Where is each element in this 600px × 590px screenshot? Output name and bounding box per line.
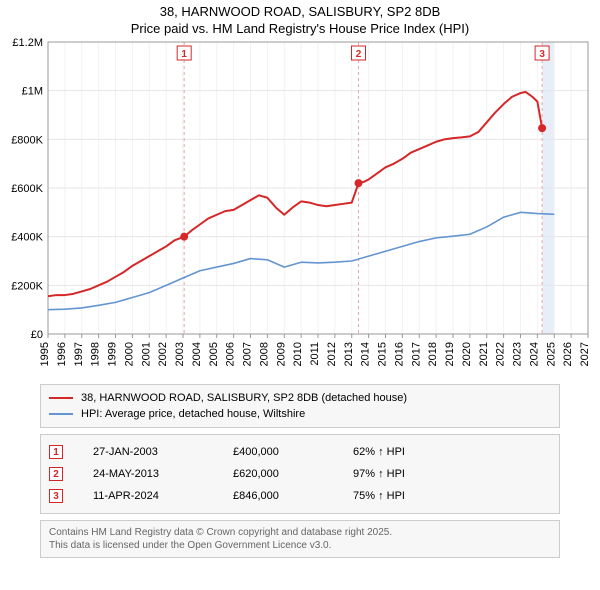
svg-text:1998: 1998 [90, 342, 102, 366]
svg-text:2014: 2014 [360, 342, 372, 366]
svg-text:£0: £0 [31, 329, 43, 341]
svg-text:2022: 2022 [495, 342, 507, 366]
svg-text:£600K: £600K [11, 183, 43, 195]
svg-text:3: 3 [539, 49, 545, 60]
svg-text:£400K: £400K [11, 232, 43, 244]
event-price: £400,000 [233, 446, 353, 458]
title-sub: Price paid vs. HM Land Registry's House … [0, 21, 600, 36]
event-marker: 3 [49, 489, 63, 503]
chart-container: 38, HARNWOOD ROAD, SALISBURY, SP2 8DB Pr… [0, 0, 600, 590]
footer-line-2: This data is licensed under the Open Gov… [49, 539, 551, 552]
event-row: 3 11-APR-2024£846,00075% ↑ HPI [49, 485, 551, 507]
legend-swatch [49, 397, 73, 399]
event-row: 1 27-JAN-2003£400,00062% ↑ HPI [49, 441, 551, 463]
legend-box: 38, HARNWOOD ROAD, SALISBURY, SP2 8DB (d… [40, 384, 560, 428]
svg-text:2009: 2009 [275, 342, 287, 366]
svg-text:2000: 2000 [123, 342, 135, 366]
legend-label: HPI: Average price, detached house, Wilt… [81, 408, 305, 420]
svg-text:2001: 2001 [140, 342, 152, 366]
svg-text:1995: 1995 [39, 342, 51, 366]
legend-row: 38, HARNWOOD ROAD, SALISBURY, SP2 8DB (d… [49, 390, 551, 406]
svg-text:2002: 2002 [157, 342, 169, 366]
svg-text:2027: 2027 [579, 342, 591, 366]
event-row: 2 24-MAY-2013£620,00097% ↑ HPI [49, 463, 551, 485]
svg-text:2006: 2006 [225, 342, 237, 366]
svg-text:2026: 2026 [562, 342, 574, 366]
event-pct: 75% ↑ HPI [353, 490, 473, 502]
svg-text:£200K: £200K [11, 280, 43, 292]
event-marker: 1 [49, 445, 63, 459]
event-pct: 97% ↑ HPI [353, 468, 473, 480]
events-table: 1 27-JAN-2003£400,00062% ↑ HPI 2 24-MAY-201… [40, 434, 560, 514]
event-date: 11-APR-2024 [93, 490, 233, 502]
svg-text:2008: 2008 [258, 342, 270, 366]
chart-area: 1 2 3 £0 £200K £400K £600K £800K £1M £1.2M 1995 199… [0, 36, 600, 380]
svg-text:2010: 2010 [292, 342, 304, 366]
title-main: 38, HARNWOOD ROAD, SALISBURY, SP2 8DB [0, 4, 600, 19]
legend-swatch [49, 413, 73, 415]
event-marker: 2 [49, 467, 63, 481]
svg-text:2019: 2019 [444, 342, 456, 366]
svg-text:2004: 2004 [191, 342, 203, 366]
legend-label: 38, HARNWOOD ROAD, SALISBURY, SP2 8DB (d… [81, 392, 407, 404]
svg-text:2015: 2015 [377, 342, 389, 366]
svg-text:2016: 2016 [393, 342, 405, 366]
svg-text:2011: 2011 [309, 342, 321, 366]
svg-text:2012: 2012 [326, 342, 338, 366]
svg-text:£800K: £800K [11, 134, 43, 146]
svg-text:2007: 2007 [242, 342, 254, 366]
svg-text:1: 1 [181, 49, 187, 60]
svg-text:1997: 1997 [73, 342, 85, 366]
svg-text:2: 2 [356, 49, 362, 60]
svg-text:£1.2M: £1.2M [12, 37, 43, 49]
svg-text:2020: 2020 [461, 342, 473, 366]
svg-text:2024: 2024 [528, 342, 540, 366]
event-price: £620,000 [233, 468, 353, 480]
svg-text:1996: 1996 [56, 342, 68, 366]
line-chart-svg: 1 2 3 £0 £200K £400K £600K £800K £1M £1.2M 1995 199… [0, 36, 600, 380]
title-block: 38, HARNWOOD ROAD, SALISBURY, SP2 8DB Pr… [0, 0, 600, 36]
legend-row: HPI: Average price, detached house, Wilt… [49, 406, 551, 422]
event-price: £846,000 [233, 490, 353, 502]
svg-text:2017: 2017 [410, 342, 422, 366]
svg-text:2023: 2023 [512, 342, 524, 366]
svg-text:2018: 2018 [427, 342, 439, 366]
footer-line-1: Contains HM Land Registry data © Crown c… [49, 526, 551, 539]
event-date: 24-MAY-2013 [93, 468, 233, 480]
svg-text:2003: 2003 [174, 342, 186, 366]
svg-text:2021: 2021 [478, 342, 490, 366]
svg-text:2013: 2013 [343, 342, 355, 366]
footer-attribution: Contains HM Land Registry data © Crown c… [40, 520, 560, 558]
svg-text:2025: 2025 [545, 342, 557, 366]
event-pct: 62% ↑ HPI [353, 446, 473, 458]
event-date: 27-JAN-2003 [93, 446, 233, 458]
svg-text:1999: 1999 [107, 342, 119, 366]
svg-text:£1M: £1M [22, 86, 43, 98]
svg-text:2005: 2005 [208, 342, 220, 366]
